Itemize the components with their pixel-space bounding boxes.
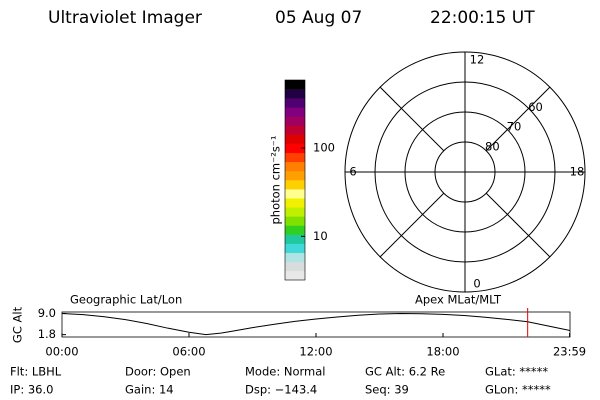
info-field: Seq: 39 <box>365 383 409 397</box>
ring-label: 80 <box>485 139 500 153</box>
x-tick-label: 18:00 <box>426 345 459 359</box>
hour-label: 12 <box>470 53 485 67</box>
y-tick-label: 9.0 <box>38 306 56 320</box>
spoke <box>379 192 445 258</box>
info-field: GC Alt: 6.2 Re <box>365 365 445 379</box>
color-band <box>285 252 305 263</box>
colorbar-label: photon cm⁻²s⁻¹ <box>269 136 283 225</box>
color-band <box>285 134 305 144</box>
color-band <box>285 80 305 90</box>
x-tick-label: 06:00 <box>172 345 205 359</box>
info-field: Dsp: −143.4 <box>245 383 317 397</box>
spoke <box>485 192 551 258</box>
altitude-line <box>61 312 571 336</box>
color-band <box>285 125 305 135</box>
info-field: Flt: LBHL <box>10 365 62 379</box>
color-band <box>285 170 305 181</box>
hour-label: 0 <box>473 277 480 291</box>
color-band <box>285 143 305 154</box>
spoke <box>485 86 551 152</box>
y-axis-label: GC Alt <box>11 306 25 343</box>
left-label: Geographic Lat/Lon <box>70 293 182 307</box>
x-tick-label: 00:00 <box>45 345 78 359</box>
color-band <box>285 161 305 172</box>
info-field: Gain: 14 <box>125 383 174 397</box>
color-band <box>285 261 305 272</box>
ring-label: 60 <box>528 100 543 114</box>
tick-label: 10 <box>313 229 328 243</box>
info-field: GLon: ***** <box>485 383 551 397</box>
instrument: Ultraviolet Imager <box>48 8 202 28</box>
info-field: GLat: ***** <box>485 365 548 379</box>
color-band <box>285 107 305 117</box>
color-band <box>285 225 305 235</box>
right-label: Apex MLat/MLT <box>415 293 502 307</box>
spoke <box>379 86 445 152</box>
color-band <box>285 152 305 163</box>
info-field: Mode: Normal <box>245 365 325 379</box>
x-tick-label: 12:00 <box>299 345 332 359</box>
color-band <box>285 207 305 217</box>
y-tick-label: 1.8 <box>38 327 56 341</box>
color-band <box>285 270 305 281</box>
color-band <box>285 198 305 208</box>
ring-label: 70 <box>507 120 522 134</box>
color-band <box>285 243 305 254</box>
colorbar-frame <box>284 79 306 281</box>
date: 05 Aug 07 <box>275 8 362 28</box>
color-band <box>285 116 305 126</box>
hour-label: 18 <box>570 165 585 179</box>
color-band <box>285 98 305 108</box>
color-band <box>285 89 305 99</box>
tick-label: 100 <box>313 141 335 155</box>
info-field: Door: Open <box>125 365 191 379</box>
color-band <box>285 189 305 199</box>
info-field: IP: 36.0 <box>10 383 53 397</box>
color-band <box>285 234 305 244</box>
time: 22:00:15 UT <box>430 8 535 28</box>
x-tick-label: 23:59 <box>553 345 586 359</box>
color-band <box>285 216 305 226</box>
color-band <box>285 180 305 190</box>
